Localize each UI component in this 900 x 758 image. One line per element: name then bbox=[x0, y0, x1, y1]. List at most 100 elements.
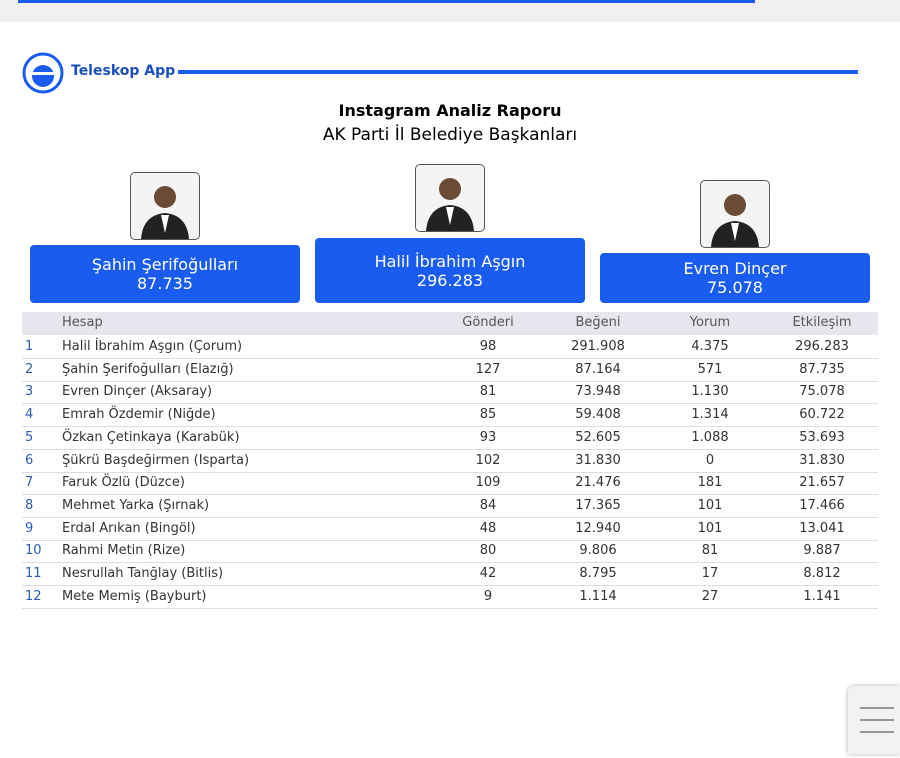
podium-box: Evren Dinçer 75.078 bbox=[600, 253, 870, 303]
cell: 1.088 bbox=[691, 429, 729, 445]
cell: 109 bbox=[475, 475, 501, 491]
table-row: 11 Nesrullah Tanğlay (Bitlis) 42 8.795 17 8.8… bbox=[22, 563, 878, 586]
cell: 571 bbox=[697, 361, 723, 377]
menu-button[interactable] bbox=[848, 686, 900, 754]
podium-value: 87.735 bbox=[137, 274, 193, 293]
column-header: Yorum bbox=[689, 315, 731, 330]
table-row: 6 Şükrü Başdeğirmen (Isparta) 102 31.830 0 31… bbox=[22, 450, 878, 473]
header-row: Hesap Gönderi Beğeni Yorum Etkileşim bbox=[22, 312, 878, 334]
rank: 1 bbox=[25, 339, 34, 354]
table-row: 7 Faruk Özlü (Düzce) 109 21.476 181 21.657 bbox=[22, 472, 878, 496]
column-header: Gönderi bbox=[462, 315, 514, 330]
podium-name: Evren Dinçer bbox=[683, 259, 787, 278]
cell: 98 bbox=[479, 339, 497, 354]
table-row: 5 Özkan Çetinkaya (Karabük) 93 52.605 1.088 5… bbox=[22, 427, 878, 450]
photo bbox=[415, 164, 485, 232]
account: Rahmi Metin (Rize) bbox=[62, 543, 186, 559]
cell: 52.605 bbox=[575, 429, 621, 445]
cell: 296.283 bbox=[795, 339, 849, 354]
account: Halil İbrahim Aşgın (Çorum) bbox=[62, 339, 243, 354]
photo bbox=[130, 172, 200, 240]
cell: 1.130 bbox=[691, 384, 729, 400]
cell: 48 bbox=[479, 520, 497, 536]
table-row: 2 Şahin Şerifoğulları (Elazığ) 127 87.164 57… bbox=[22, 359, 878, 382]
table-header bbox=[22, 312, 878, 335]
rank: 9 bbox=[25, 520, 34, 536]
account: Evren Dinçer (Aksaray) bbox=[62, 384, 213, 400]
account: Özkan Çetinkaya (Karabük) bbox=[62, 429, 240, 445]
cell: 17.365 bbox=[575, 497, 621, 513]
table-row: 4 Emrah Özdemir (Niğde) 85 59.408 1.314 60.72… bbox=[22, 404, 878, 428]
account: Şükrü Başdeğirmen (Isparta) bbox=[62, 452, 250, 468]
cell: 42 bbox=[479, 566, 497, 581]
cell: 21.476 bbox=[575, 475, 621, 491]
podium-value: 75.078 bbox=[707, 278, 763, 297]
cell: 84 bbox=[479, 497, 497, 513]
account: Nesrullah Tanğlay (Bitlis) bbox=[62, 566, 224, 581]
top-line bbox=[18, 0, 755, 3]
cell: 53.693 bbox=[799, 429, 845, 445]
rank: 3 bbox=[25, 384, 34, 400]
cell: 81 bbox=[701, 543, 719, 559]
account: Faruk Özlü (Düzce) bbox=[62, 475, 185, 491]
table-row: 8 Mehmet Yarka (Şırnak) 84 17.365 101 17.466 bbox=[22, 495, 878, 518]
account: Mete Memiş (Bayburt) bbox=[62, 588, 207, 604]
logo bbox=[22, 52, 64, 94]
cell: 1.141 bbox=[803, 588, 841, 604]
rank: 8 bbox=[25, 497, 34, 513]
rank: 11 bbox=[25, 566, 42, 581]
rank: 6 bbox=[25, 452, 34, 468]
brand: Teleskop App bbox=[71, 63, 176, 79]
cell: 80 bbox=[479, 543, 497, 559]
table-row: 12 Mete Memiş (Bayburt) 9 1.114 27 1.141 bbox=[22, 586, 878, 609]
column-header: Etkileşim bbox=[792, 315, 852, 330]
cell: 31.830 bbox=[575, 452, 621, 468]
cell: 21.657 bbox=[799, 475, 845, 491]
rank: 2 bbox=[25, 361, 34, 377]
cell: 127 bbox=[475, 361, 501, 377]
cell: 101 bbox=[697, 497, 723, 513]
column-header: Beğeni bbox=[575, 315, 621, 330]
rank: 10 bbox=[25, 543, 42, 559]
cell: 13.041 bbox=[799, 520, 845, 536]
brand-line bbox=[178, 70, 858, 74]
table-row: 3 Evren Dinçer (Aksaray) 81 73.948 1.130 75.0… bbox=[22, 381, 878, 405]
table-row: 9 Erdal Arıkan (Bingöl) 48 12.940 101 13.041 bbox=[22, 518, 878, 541]
cell: 85 bbox=[479, 407, 497, 423]
rank: 5 bbox=[25, 429, 34, 445]
rank: 4 bbox=[25, 407, 34, 423]
cell: 9.887 bbox=[803, 543, 841, 559]
table-row: 10 Rahmi Metin (Rize) 80 9.806 81 9.887 bbox=[22, 540, 878, 564]
subtitle: AK Parti İl Belediye Başkanları bbox=[322, 125, 578, 145]
cell: 9.806 bbox=[579, 543, 617, 559]
cell: 8.795 bbox=[579, 566, 617, 581]
rank: 12 bbox=[25, 588, 42, 604]
cell: 60.722 bbox=[799, 407, 845, 423]
cell: 9 bbox=[483, 588, 493, 604]
cell: 81 bbox=[479, 384, 497, 400]
title: Instagram Analiz Raporu bbox=[338, 101, 562, 120]
photo bbox=[700, 180, 770, 248]
cell: 27 bbox=[701, 588, 719, 604]
cell: 8.812 bbox=[803, 566, 841, 581]
podium-name: Halil İbrahim Aşgın bbox=[374, 251, 526, 271]
cell: 181 bbox=[697, 475, 723, 491]
cell: 73.948 bbox=[575, 384, 621, 400]
cell: 87.735 bbox=[799, 361, 845, 377]
podium-box: Halil İbrahim Aşgın 296.283 bbox=[315, 238, 585, 303]
cell: 1.314 bbox=[691, 407, 729, 423]
cell: 291.908 bbox=[571, 339, 625, 354]
cell: 93 bbox=[479, 429, 497, 445]
podium-box: Şahin Şerifoğulları 87.735 bbox=[30, 245, 300, 303]
cell: 87.164 bbox=[575, 361, 621, 377]
cell: 31.830 bbox=[799, 452, 845, 468]
cell: 0 bbox=[705, 452, 715, 468]
rank: 7 bbox=[25, 475, 34, 491]
table-row: 1 Halil İbrahim Aşgın (Çorum) 98 291.908 4.3… bbox=[22, 336, 878, 359]
cell: 101 bbox=[697, 520, 723, 536]
podium-value: 296.283 bbox=[416, 270, 484, 290]
cell: 4.375 bbox=[691, 339, 729, 354]
cell: 75.078 bbox=[799, 384, 845, 400]
podium-name: Şahin Şerifoğulları bbox=[91, 255, 239, 274]
